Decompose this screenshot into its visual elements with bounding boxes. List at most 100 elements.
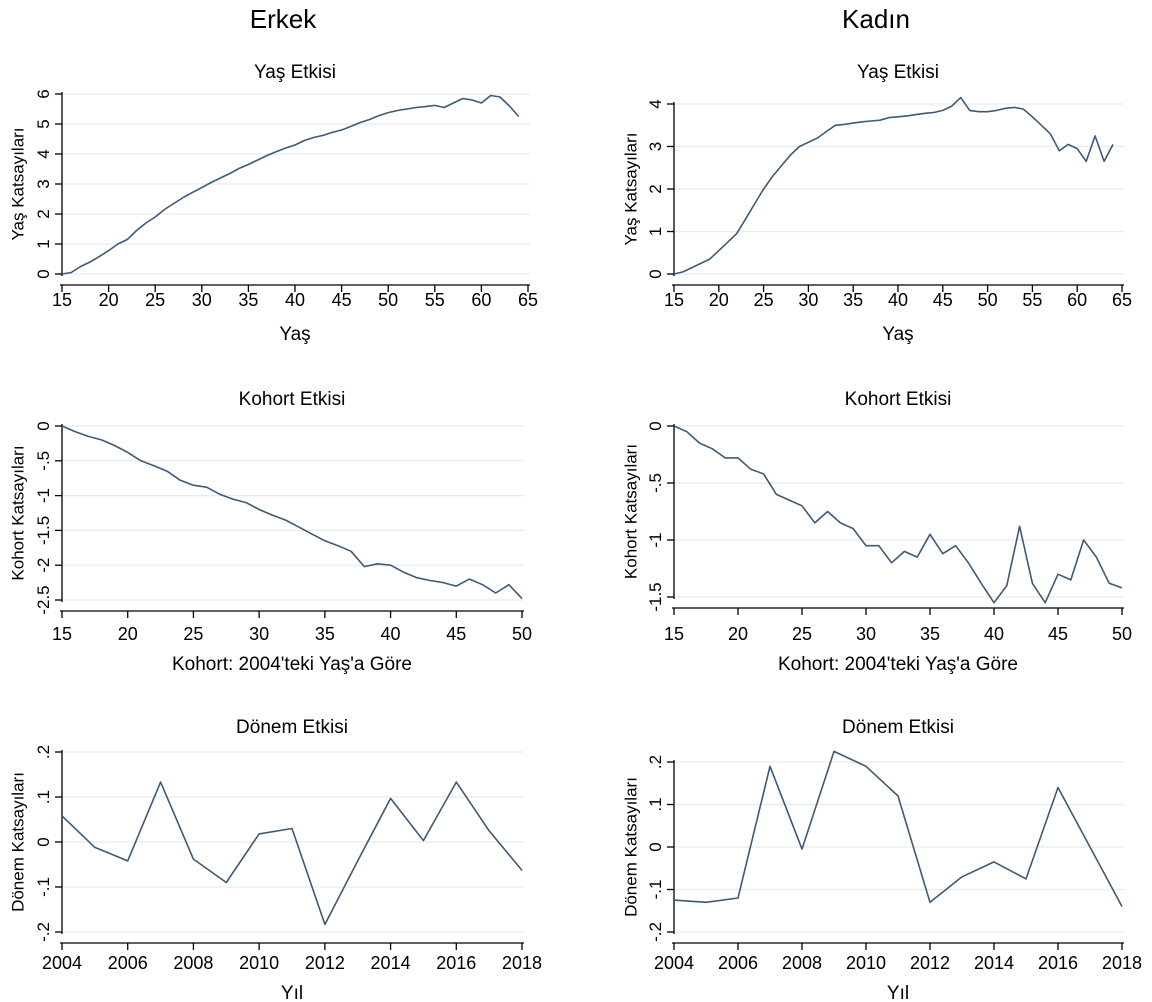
x-tick-label: 20 xyxy=(728,624,748,644)
y-tick-label: -.1 xyxy=(646,880,665,900)
y-tick-label: 0 xyxy=(646,421,665,430)
y-axis-label: Dönem Katsayıları xyxy=(8,772,27,912)
x-tick-label: 2012 xyxy=(305,953,345,973)
x-axis-label: Yıl xyxy=(887,983,909,1002)
x-tick-label: 2008 xyxy=(173,953,213,973)
y-tick-label: -2.5 xyxy=(34,585,53,614)
x-tick-label: 45 xyxy=(446,624,466,644)
x-tick-label: 40 xyxy=(285,290,305,310)
x-tick-label: 2014 xyxy=(371,953,411,973)
y-tick-label: 6 xyxy=(34,89,53,98)
x-tick-label: 55 xyxy=(425,290,445,310)
y-tick-label: -1.5 xyxy=(646,582,665,611)
x-tick-label: 15 xyxy=(664,624,684,644)
y-tick-label: 5 xyxy=(34,119,53,128)
x-tick-label: 30 xyxy=(856,624,876,644)
y-tick-label: 0 xyxy=(34,269,53,278)
x-tick-label: 45 xyxy=(933,290,953,310)
x-tick-label: 60 xyxy=(471,290,491,310)
x-tick-label: 2016 xyxy=(436,953,476,973)
y-tick-label: -1 xyxy=(646,532,665,547)
column-title-kadin: Kadın xyxy=(842,4,910,34)
series-line xyxy=(673,96,1114,275)
y-tick-label: 2 xyxy=(646,184,665,193)
y-tick-label: 0 xyxy=(646,842,665,851)
y-tick-label: -.5 xyxy=(646,473,665,493)
x-tick-label: 40 xyxy=(984,624,1004,644)
y-tick-label: 4 xyxy=(646,99,665,108)
x-tick-label: 50 xyxy=(512,624,532,644)
x-tick-label: 2006 xyxy=(718,953,758,973)
x-tick-label: 65 xyxy=(1112,290,1132,310)
y-axis-label: Dönem Katsayıları xyxy=(621,777,640,917)
y-axis-label: Kohort Katsayıları xyxy=(8,445,27,580)
x-tick-label: 2004 xyxy=(654,953,694,973)
x-tick-label: 45 xyxy=(332,290,352,310)
x-tick-label: 25 xyxy=(754,290,774,310)
x-tick-label: 40 xyxy=(888,290,908,310)
chart-title: Kohort Etkisi xyxy=(845,389,952,410)
x-tick-label: 35 xyxy=(238,290,258,310)
x-tick-label: 15 xyxy=(52,624,72,644)
x-tick-label: 30 xyxy=(798,290,818,310)
chart-title: Yaş Etkisi xyxy=(254,62,336,83)
y-tick-label: -1 xyxy=(34,488,53,503)
series-line xyxy=(673,425,1123,604)
chart-panel-2: Yaş Etkisi 0 1 2 3 4 Yaş Katsayıları 15 20 25 30 35… xyxy=(621,62,1132,345)
y-tick-label: 1 xyxy=(646,227,665,236)
series-line xyxy=(673,750,1123,907)
x-tick-label: 15 xyxy=(664,290,684,310)
x-axis-label: Kohort: 2004'teki Yaş'a Göre xyxy=(778,654,1018,675)
y-tick-label: .1 xyxy=(646,797,665,811)
x-axis-label: Yaş xyxy=(279,324,310,345)
y-tick-label: 3 xyxy=(646,142,665,151)
x-tick-label: 2018 xyxy=(502,953,542,973)
x-tick-label: 2004 xyxy=(42,953,82,973)
x-tick-label: 2012 xyxy=(910,953,950,973)
y-tick-label: 0 xyxy=(646,269,665,278)
x-tick-label: 50 xyxy=(1112,624,1132,644)
chart-panel-3: Kohort Etkisi 0 -.5 -1 -1.5 -2 -2.5 Kohort Kats… xyxy=(8,389,532,675)
x-tick-label: 35 xyxy=(920,624,940,644)
y-tick-label: 2 xyxy=(34,209,53,218)
x-tick-label: 2010 xyxy=(846,953,886,973)
chart-panel-4: Kohort Etkisi 0 -.5 -1 -1.5 Kohort Katsayılar… xyxy=(621,389,1132,675)
y-tick-label: .2 xyxy=(646,755,665,769)
y-tick-label: .2 xyxy=(34,745,53,759)
x-tick-label: 40 xyxy=(381,624,401,644)
x-tick-label: 55 xyxy=(1022,290,1042,310)
series-line xyxy=(61,781,523,926)
y-tick-label: 0 xyxy=(34,421,53,430)
chart-panel-5: Dönem Etkisi -.2 -.1 0 .1 .2 Dönem Katsayıları… xyxy=(8,717,542,1002)
x-axis-label: Kohort: 2004'teki Yaş'a Göre xyxy=(172,654,412,675)
x-tick-label: 25 xyxy=(183,624,203,644)
y-tick-label: .1 xyxy=(34,790,53,804)
x-tick-label: 2018 xyxy=(1102,953,1142,973)
y-tick-label: -.2 xyxy=(646,922,665,942)
x-tick-label: 25 xyxy=(145,290,165,310)
x-axis-label: Yıl xyxy=(281,983,303,1002)
x-tick-label: 35 xyxy=(843,290,863,310)
x-tick-label: 2006 xyxy=(108,953,148,973)
x-tick-label: 15 xyxy=(52,290,72,310)
y-tick-label: -.2 xyxy=(34,922,53,942)
x-tick-label: 60 xyxy=(1067,290,1087,310)
x-tick-label: 20 xyxy=(118,624,138,644)
x-tick-label: 2014 xyxy=(974,953,1014,973)
series-line xyxy=(61,425,523,600)
y-tick-label: 0 xyxy=(34,837,53,846)
y-tick-label: 4 xyxy=(34,149,53,158)
x-tick-label: 20 xyxy=(99,290,119,310)
chart-title: Dönem Etkisi xyxy=(236,717,348,738)
y-tick-label: 1 xyxy=(34,239,53,248)
x-tick-label: 65 xyxy=(518,290,538,310)
y-tick-label: -1.5 xyxy=(34,516,53,545)
x-tick-label: 2008 xyxy=(782,953,822,973)
chart-title: Dönem Etkisi xyxy=(842,717,954,738)
x-tick-label: 20 xyxy=(709,290,729,310)
y-tick-label: -.5 xyxy=(34,451,53,471)
x-tick-label: 50 xyxy=(978,290,998,310)
x-tick-label: 50 xyxy=(378,290,398,310)
chart-title: Kohort Etkisi xyxy=(239,389,346,410)
